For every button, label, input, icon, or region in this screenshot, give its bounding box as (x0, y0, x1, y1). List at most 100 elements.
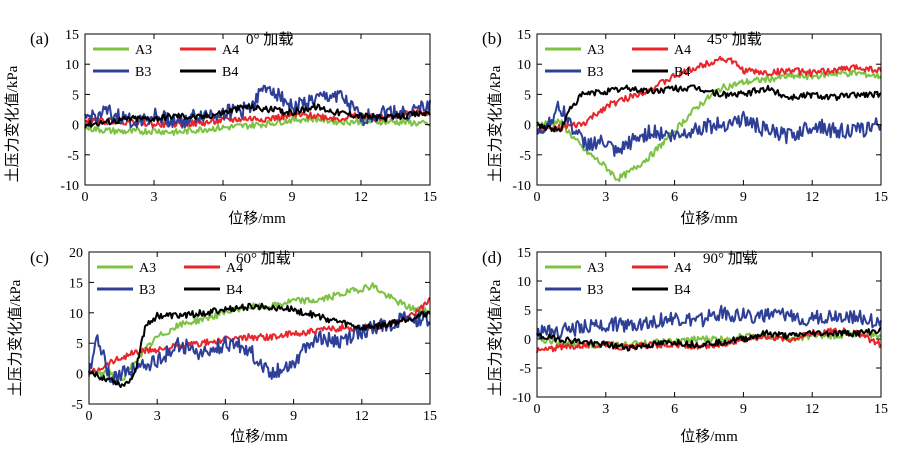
y-tick-label: -5 (71, 398, 83, 413)
y-tick-label: 0 (524, 119, 531, 134)
series-line-a3 (536, 69, 882, 183)
y-tick-label: 0 (72, 119, 79, 134)
x-tick-label: 3 (602, 402, 609, 417)
y-tick-label: -10 (512, 391, 531, 406)
y-tick-label: 10 (517, 58, 531, 73)
series-line-b4 (88, 302, 431, 388)
x-tick-label: 9 (289, 190, 296, 205)
legend-label-b3: B3 (139, 283, 155, 298)
series-line-b3 (88, 310, 431, 386)
x-tick-label: 0 (534, 402, 541, 417)
y-axis-label: 土压力变化值/kPa (7, 279, 24, 396)
plot-area: 0 3 6 9 12 15 -10 -5 0 5 10 15 A3 A4 B3 B4 (512, 246, 888, 417)
y-tick-label: 5 (72, 88, 79, 103)
y-tick-label: 20 (69, 246, 83, 261)
legend-label-b4: B4 (226, 283, 242, 298)
y-tick-label: 15 (517, 246, 531, 261)
legend-label-a4: A4 (674, 43, 691, 58)
legend-label-a3: A3 (139, 261, 156, 276)
x-tick-label: 9 (740, 190, 747, 205)
legend-label-b4: B4 (674, 65, 690, 80)
panel-label: (b) (482, 29, 502, 48)
legend: A3 A4 B3 B4 (97, 261, 243, 298)
legend-label-a3: A3 (135, 43, 152, 58)
y-tick-label: 5 (76, 337, 83, 352)
y-tick-label: -5 (67, 149, 79, 164)
panel-a: (a) 0° 加载 土压力变化值/kPa 位移/mm 0 3 6 9 12 15 -10 -5… (4, 28, 437, 227)
x-tick-label: 6 (220, 190, 227, 205)
legend-label-b3: B3 (135, 65, 151, 80)
legend: A3 A4 B3 B4 (545, 261, 691, 298)
y-tick-label: 10 (65, 58, 79, 73)
legend-label-a3: A3 (587, 261, 604, 276)
y-axis-label: 土压力变化值/kPa (487, 279, 504, 396)
axes-frame (88, 251, 431, 405)
y-axis-label: 土压力变化值/kPa (487, 65, 504, 182)
series-line-b4 (536, 326, 882, 352)
x-tick-label: 3 (602, 190, 609, 205)
x-tick-label: 15 (874, 402, 888, 417)
x-tick-label: 9 (290, 409, 297, 424)
legend: A3 A4 B3 B4 (545, 43, 691, 80)
x-tick-label: 9 (740, 402, 747, 417)
y-tick-label: 10 (69, 307, 83, 322)
series-line-a4 (536, 55, 882, 134)
x-tick-label: 0 (86, 409, 93, 424)
x-tick-label: 3 (154, 409, 161, 424)
series-line-b3 (536, 304, 882, 339)
legend-label-a4: A4 (674, 261, 691, 276)
axes-frame (536, 33, 882, 186)
x-tick-label: 15 (423, 190, 437, 205)
y-tick-label: 15 (65, 28, 79, 43)
legend-label-a4: A4 (226, 261, 243, 276)
legend-label-a4: A4 (222, 43, 239, 58)
panel-b: (b) 45° 加载 土压力变化值/kPa 位移/mm 0 3 6 9 12 15 -10 -… (482, 28, 888, 227)
x-axis-label: 位移/mm (680, 428, 738, 445)
y-tick-label: -10 (512, 179, 531, 194)
legend-label-b3: B3 (587, 65, 603, 80)
axes-frame (84, 33, 431, 186)
x-axis-label: 位移/mm (680, 210, 738, 227)
y-tick-label: 0 (524, 333, 531, 348)
panel-title: 90° 加载 (703, 250, 758, 267)
x-axis-label: 位移/mm (228, 210, 286, 227)
x-tick-label: 6 (671, 402, 678, 417)
x-axis-label: 位移/mm (230, 428, 288, 445)
legend: A3 A4 B3 B4 (93, 43, 239, 80)
panel-label: (d) (482, 248, 502, 267)
series-line-b4 (84, 102, 431, 129)
y-tick-label: -10 (60, 179, 79, 194)
axes-frame (536, 251, 882, 398)
legend-label-b4: B4 (674, 283, 690, 298)
y-tick-label: 0 (76, 368, 83, 383)
x-tick-label: 15 (423, 409, 437, 424)
plot-area: 0 3 6 9 12 15 -10 -5 0 5 10 15 A3 A4 B3 B4 (60, 28, 437, 205)
x-tick-label: 15 (874, 190, 888, 205)
panel-title: 45° 加载 (707, 31, 762, 48)
x-tick-label: 12 (355, 409, 369, 424)
x-tick-label: 12 (805, 190, 819, 205)
panel-c: (c) 60° 加载 土压力变化值/kPa 位移/mm 0 3 6 9 12 15-505… (7, 246, 437, 445)
x-tick-label: 6 (671, 190, 678, 205)
series-line-b3 (536, 100, 882, 157)
x-tick-label: 6 (222, 409, 229, 424)
y-axis-label: 土压力变化值/kPa (4, 65, 21, 182)
legend-label-b4: B4 (222, 65, 238, 80)
y-tick-label: 5 (524, 304, 531, 319)
panel-d: (d) 90° 加载 土压力变化值/kPa 位移/mm 0 3 6 9 12 15 -10 -… (482, 246, 888, 445)
y-tick-label: 15 (517, 28, 531, 43)
legend-label-a3: A3 (587, 43, 604, 58)
legend-label-b3: B3 (587, 283, 603, 298)
x-tick-label: 0 (534, 190, 541, 205)
panel-label: (c) (30, 248, 49, 267)
panel-title: 60° 加载 (236, 250, 291, 267)
x-tick-label: 3 (151, 190, 158, 205)
panel-label: (a) (30, 29, 49, 48)
x-tick-label: 0 (82, 190, 89, 205)
y-tick-label: 15 (69, 276, 83, 291)
x-tick-label: 12 (354, 190, 368, 205)
series-line-b4 (536, 84, 882, 133)
y-tick-label: -5 (519, 149, 531, 164)
